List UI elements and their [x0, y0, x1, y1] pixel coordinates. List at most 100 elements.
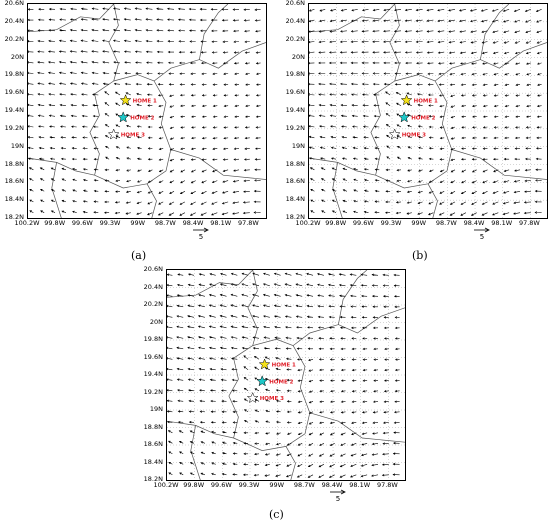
wind-vector: [339, 72, 347, 75]
wind-vector: [126, 157, 131, 160]
wind-vector: [61, 167, 67, 171]
wind-vector: [126, 135, 131, 139]
wind-vector: [373, 104, 380, 107]
wind-vector: [372, 72, 380, 75]
wind-vector: [493, 104, 499, 108]
wind-vector: [221, 19, 229, 22]
wind-vector: [59, 18, 66, 21]
wind-vector: [255, 115, 261, 118]
wind-vector: [50, 167, 56, 171]
wind-vector: [309, 40, 315, 44]
wind-vector: [537, 72, 542, 76]
wind-vector: [439, 158, 445, 161]
wind-vector: [393, 431, 400, 434]
wind-vector: [158, 191, 164, 194]
wind-vector: [328, 72, 337, 75]
lat-tick-label: 19.4N: [285, 106, 305, 114]
wind-vector: [123, 39, 131, 43]
wind-vector: [200, 29, 207, 32]
wind-vector: [404, 19, 412, 22]
wind-vector: [197, 304, 205, 308]
ref-vector-b: 5: [474, 227, 490, 241]
wind-vector: [396, 179, 402, 183]
home-3-marker: [107, 128, 120, 140]
wind-vector: [393, 410, 400, 414]
wind-vector: [309, 82, 315, 86]
wind-vector: [219, 325, 227, 329]
lon-tick-label: 98.7W: [154, 219, 176, 227]
wind-vector: [221, 421, 227, 424]
wind-vector: [515, 62, 521, 65]
wind-vector: [460, 83, 466, 86]
wind-vector: [82, 210, 88, 214]
wind-vector: [263, 347, 270, 350]
wind-vector: [295, 283, 303, 287]
wind-vector: [371, 294, 379, 298]
state-border: [247, 270, 258, 346]
wind-vector: [417, 190, 423, 194]
wind-vector: [61, 210, 67, 213]
wind-vector: [393, 284, 400, 287]
wind-vector: [167, 367, 173, 371]
wind-vector: [177, 420, 184, 424]
wind-vector: [523, 211, 531, 215]
wind-vector: [232, 190, 240, 194]
wind-vector: [394, 8, 402, 12]
wind-vector: [394, 83, 401, 86]
wind-vector: [383, 337, 389, 340]
wind-vector: [49, 125, 56, 128]
wind-vector: [472, 126, 477, 129]
wind-vector: [308, 432, 314, 436]
wind-vector: [212, 72, 218, 76]
wind-vector: [209, 357, 216, 360]
wind-vector: [362, 337, 368, 340]
wind-vector: [329, 30, 337, 33]
wind-vector: [371, 442, 379, 446]
wind-vector: [339, 294, 346, 298]
wind-vector: [134, 39, 142, 43]
wind-vector: [383, 389, 389, 393]
wind-vector: [244, 51, 250, 54]
caption-a: (a): [131, 249, 147, 262]
wind-vector: [287, 432, 292, 435]
lon-tick-label: 99.3W: [238, 481, 260, 489]
wind-vector: [318, 82, 326, 86]
wind-vector: [482, 62, 488, 65]
wind-vector: [427, 83, 434, 86]
wind-vector: [201, 115, 207, 118]
wind-vector: [363, 157, 369, 161]
wind-vector: [310, 210, 315, 213]
wind-vector: [168, 462, 173, 465]
wind-vector: [125, 212, 131, 215]
wind-vector: [350, 40, 358, 43]
wind-vector: [58, 39, 66, 43]
wind-vector: [69, 39, 77, 43]
wind-vector: [70, 7, 77, 11]
wind-vector: [189, 61, 196, 65]
wind-vector: [309, 167, 315, 171]
home-2-marker: [256, 375, 269, 387]
wind-vector: [352, 157, 358, 160]
state-border: [28, 157, 95, 176]
wind-vector: [199, 399, 205, 403]
wind-vector: [223, 126, 229, 129]
wind-vector: [439, 115, 445, 118]
wind-vector: [200, 430, 206, 434]
wind-vector: [245, 83, 250, 86]
wind-vector: [394, 389, 400, 393]
wind-vector: [450, 147, 456, 151]
wind-vector: [168, 83, 175, 86]
wind-vector: [219, 283, 227, 287]
wind-vector: [383, 19, 391, 22]
wind-vector: [318, 93, 326, 96]
wind-vector: [263, 304, 270, 308]
wind-vector: [330, 368, 335, 372]
wind-vector: [91, 60, 99, 64]
wind-vector: [428, 201, 434, 205]
wind-vector: [461, 104, 466, 108]
wind-vector: [405, 61, 412, 65]
wind-vector: [318, 453, 325, 457]
wind-vector: [176, 283, 184, 287]
lat-tick-label: 19.8N: [285, 70, 305, 79]
lon-tick-label: 98.1W: [210, 219, 232, 227]
